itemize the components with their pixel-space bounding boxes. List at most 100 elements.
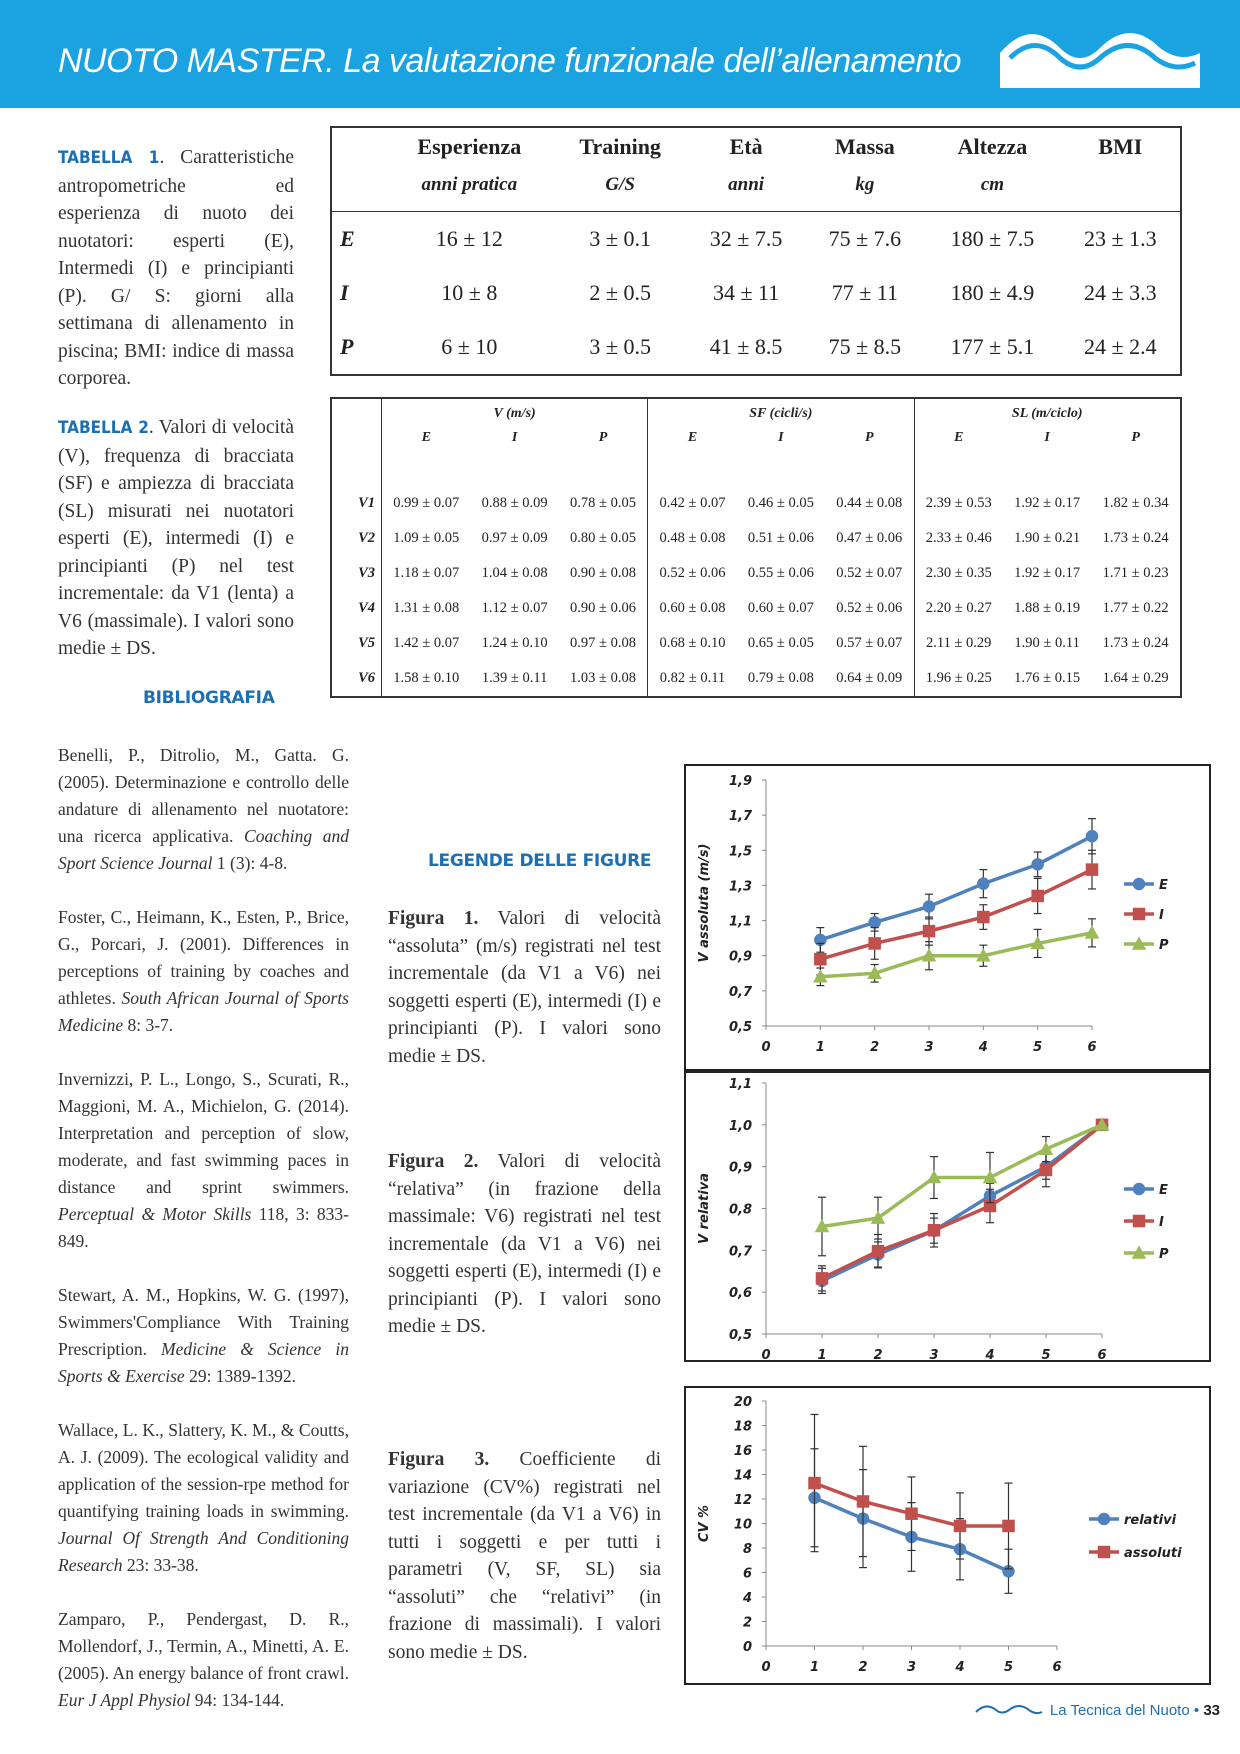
x-tick-label: 4: [984, 1348, 994, 1362]
table-cell: 1.42 ± 0.07: [393, 635, 460, 651]
chart-frame: [684, 1386, 1211, 1685]
table-cell: 1.92 ± 0.17: [1014, 495, 1081, 511]
x-tick-label: 3: [907, 1660, 916, 1675]
column-unit: cm: [980, 174, 1005, 195]
y-tick-label: 16: [734, 1444, 752, 1459]
y-tick-label: 1,5: [729, 844, 752, 859]
footer: La Tecnica del Nuoto • 33: [974, 1700, 1220, 1719]
figure-label: Figura 2.: [388, 1151, 479, 1172]
table-cell: 1.82 ± 0.34: [1102, 495, 1169, 511]
y-tick-label: 0,8: [729, 1203, 752, 1218]
legend-label: relativi: [1124, 1513, 1177, 1528]
y-axis-title: CV %: [697, 1505, 712, 1542]
caption-label: TABELLA 1: [58, 148, 160, 168]
figure-caption: Figura 3. Coefficiente di variazione (CV…: [388, 1446, 661, 1666]
series-line: [821, 1123, 1104, 1280]
x-tick-label: 5: [1033, 1040, 1042, 1055]
table-cell: 0.55 ± 0.06: [747, 565, 814, 581]
table-cell: 1.18 ± 0.07: [393, 565, 460, 581]
table-cell: 32 ± 7.5: [709, 226, 783, 251]
table-cell: 0.46 ± 0.05: [747, 495, 814, 511]
table-row: V6 1.58 ± 0.10 1.39 ± 0.11 1.03 ± 0.08 0.82 …: [331, 661, 1181, 697]
table-cell: 0.51 ± 0.06: [747, 530, 814, 546]
column-name: Esperienza: [417, 134, 522, 159]
chart: 0,5 0,6 0,7 0,8 0,9 1,0 1,1 0 1 2 3 4 5 6 V relativa E I…: [684, 1071, 1211, 1362]
row-label: E: [340, 226, 355, 251]
table2: V (m/s) SF (cicli/s) SL (m/ciclo) E I P E I P E I P…: [330, 397, 1182, 698]
sub-header: I: [778, 430, 784, 445]
x-tick-label: 1: [817, 1348, 826, 1362]
column-header: BMI: [1060, 127, 1181, 212]
bib-journal: Coaching and Sport Science Journal: [58, 826, 349, 873]
y-tick-label: 0,6: [729, 1286, 752, 1301]
bib-text: Benelli, P., Ditrolio, M., Gatta. G. (20…: [58, 745, 349, 846]
group-header: V (m/s): [381, 398, 649, 426]
table-cell: 10 ± 8: [441, 280, 498, 305]
table-cell: 1.03 ± 0.08: [558, 661, 649, 697]
data-point: [922, 924, 936, 938]
table-cell: 75 ± 7.6: [828, 226, 902, 251]
column-name: Massa: [834, 134, 895, 159]
bib-ref: 118, 3: 833-849.: [58, 1204, 350, 1251]
y-tick-label: 18: [734, 1420, 752, 1435]
data-point: [870, 1210, 886, 1224]
data-point: [1085, 829, 1099, 843]
table-cell: 180 ± 7.5: [950, 226, 1035, 251]
bib-entry: Benelli, P., Ditrolio, M., Gatta. G. (20…: [58, 742, 349, 877]
data-point: [922, 900, 936, 913]
series-line: [821, 1123, 1103, 1229]
bib-ref: 1 (3): 4-8.: [216, 853, 288, 873]
legend-label: assoluti: [1124, 1546, 1182, 1561]
y-tick-label: 0,9: [729, 950, 752, 965]
table-cell: 1.12 ± 0.07: [481, 600, 548, 616]
bibliography: Benelli, P., Ditrolio, M., Gatta. G. (20…: [58, 742, 349, 1741]
y-tick-label: 4: [742, 1591, 752, 1606]
table-cell: 1.73 ± 0.24: [1102, 530, 1169, 546]
x-tick-label: 2: [873, 1348, 882, 1362]
y-tick-label: 10: [734, 1518, 752, 1533]
figure-text: Valori di velocità “assoluta” (m/s) regi…: [388, 908, 661, 1067]
y-tick-label: 20: [734, 1395, 752, 1410]
x-tick-label: 0: [761, 1348, 770, 1362]
x-tick-label: 1: [810, 1660, 819, 1675]
y-tick-label: 1,1: [729, 1077, 752, 1092]
corner-cell: [331, 398, 382, 486]
x-tick-label: 2: [870, 1040, 879, 1055]
table-cell: 23 ± 1.3: [1084, 226, 1157, 251]
table-row: E 16 ± 12 3 ± 0.1 32 ± 7.5 75 ± 7.6 180 ± 7.5…: [331, 212, 1181, 267]
data-point: [814, 952, 827, 966]
row-label: P: [340, 334, 354, 359]
data-point: [977, 910, 990, 924]
caption-text: . Caratteristiche antropometriche ed esp…: [58, 147, 294, 389]
bib-ref: 23: 33-38.: [126, 1555, 199, 1575]
data-point: [977, 877, 990, 890]
table-cell: 0.44 ± 0.08: [825, 486, 915, 521]
data-point: [856, 1495, 870, 1508]
bib-entry: Foster, C., Heimann, K., Esten, P., Bric…: [58, 904, 349, 1039]
table-cell: 0.80 ± 0.05: [558, 521, 649, 556]
legend-marker: [1132, 1214, 1146, 1228]
table-cell: 0.52 ± 0.06: [659, 565, 726, 581]
table-cell: 0.68 ± 0.10: [659, 635, 726, 651]
y-tick-label: 0,5: [729, 1328, 752, 1343]
column-name: Età: [729, 134, 763, 159]
data-point: [905, 1507, 918, 1520]
series-line: [819, 834, 1093, 942]
y-tick-label: 12: [734, 1493, 752, 1508]
table-row: I 10 ± 8 2 ± 0.5 34 ± 11 77 ± 11 180 ± 4.9 24 …: [331, 266, 1181, 320]
legend-label: E: [1159, 1183, 1168, 1198]
data-point: [976, 948, 991, 962]
data-point: [867, 965, 882, 980]
y-tick-label: 0,7: [729, 1244, 753, 1259]
table-cell: 24 ± 2.4: [1084, 334, 1157, 359]
legend-marker: [1131, 936, 1147, 950]
table2-caption: TABELLA 2. Valori di velocità (V), frequ…: [58, 414, 294, 663]
bib-text: Zamparo, P., Pendergast, D. R., Mollendo…: [58, 1609, 349, 1683]
bib-entry: Wallace, L. K., Slattery, K. M., & Coutt…: [58, 1417, 349, 1579]
table-cell: 1.77 ± 0.22: [1102, 600, 1169, 616]
table1: Esperienza anni pratica Training G/S Età anni…: [330, 126, 1182, 376]
table-cell: 1.96 ± 0.25: [925, 670, 992, 686]
caption-label: TABELLA 2: [58, 418, 149, 438]
y-tick-label: 1,0: [729, 1119, 752, 1134]
table-cell: 0.64 ± 0.09: [825, 661, 915, 697]
